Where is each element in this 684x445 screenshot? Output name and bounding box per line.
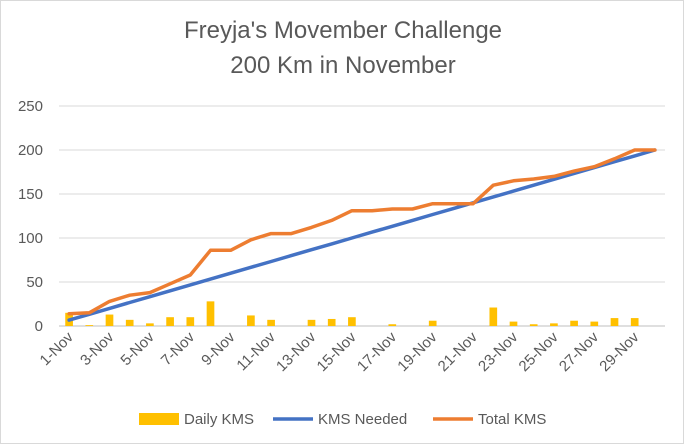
gridlines xyxy=(59,105,665,327)
legend-label-daily-kms: Daily KMS xyxy=(184,411,254,428)
chart-title: Freyja's Movember Challenge xyxy=(184,17,502,44)
y-tick-label: 200 xyxy=(18,142,43,159)
x-tick-label: 11-Nov xyxy=(233,328,279,374)
daily-kms-bar-15-Nov xyxy=(348,317,356,326)
y-tick-label: 100 xyxy=(18,230,43,247)
total-kms-line xyxy=(67,148,657,316)
x-tick-label: 27-Nov xyxy=(556,328,603,375)
x-tick-label: 29-Nov xyxy=(596,328,643,375)
daily-kms-bar-19-Nov xyxy=(428,320,437,326)
x-axis-ticks: 1-Nov 3-Nov 5-Nov 7-Nov 9-Nov11-Nov13-Nov15-… xyxy=(37,328,643,375)
daily-kms-bar-5-Nov xyxy=(146,323,154,326)
x-tick-label: 23-Nov xyxy=(475,328,522,375)
daily-kms-bar-2-Nov xyxy=(85,325,94,326)
daily-kms-bar-23-Nov xyxy=(509,321,518,326)
daily-kms-bars xyxy=(65,301,639,326)
legend-label-total-kms: Total KMS xyxy=(478,411,546,428)
kms-needed-line xyxy=(67,148,657,322)
daily-kms-bar-26-Nov xyxy=(570,320,578,326)
daily-kms-bar-17-Nov xyxy=(388,324,397,326)
daily-kms-bar-25-Nov xyxy=(550,323,558,326)
x-tick-label: 19-Nov xyxy=(394,328,441,375)
daily-kms-bar-13-Nov xyxy=(307,319,316,326)
daily-kms-bar-11-Nov xyxy=(267,319,275,326)
daily-kms-bar-10-Nov xyxy=(247,315,255,326)
daily-kms-bar-28-Nov xyxy=(610,318,619,326)
daily-kms-bar-7-Nov xyxy=(186,317,195,326)
daily-kms-bar-24-Nov xyxy=(529,324,538,326)
daily-kms-bar-6-Nov xyxy=(166,317,174,326)
daily-kms-bar-4-Nov xyxy=(125,319,134,326)
daily-kms-bar-27-Nov xyxy=(590,321,599,326)
legend-label-kms-needed: KMS Needed xyxy=(318,411,407,428)
x-tick-label: 3-Nov xyxy=(77,328,118,369)
y-tick-label: 50 xyxy=(26,274,43,291)
x-tick-label: 9-Nov xyxy=(198,328,239,369)
daily-kms-bar-14-Nov xyxy=(327,318,336,326)
daily-kms-bar-29-Nov xyxy=(630,318,639,326)
x-tick-label: 13-Nov xyxy=(273,328,320,375)
x-tick-label: 17-Nov xyxy=(354,328,401,375)
daily-kms-bar-3-Nov xyxy=(105,314,114,326)
y-tick-label: 250 xyxy=(18,98,43,115)
x-tick-label: 25-Nov xyxy=(516,328,563,375)
x-tick-label: 7-Nov xyxy=(158,328,199,369)
x-tick-label: 5-Nov xyxy=(117,328,158,369)
legend: Daily KMS KMS Needed Total KMS xyxy=(139,411,546,428)
y-tick-label: 0 xyxy=(35,318,43,335)
y-axis-ticks: 0 50 100 150 200 250 xyxy=(18,98,43,335)
series-lines xyxy=(67,148,657,322)
daily-kms-bar-8-Nov xyxy=(206,301,215,326)
legend-swatch-daily-kms xyxy=(139,413,179,425)
x-tick-label: 21-Nov xyxy=(435,328,482,375)
y-tick-label: 150 xyxy=(18,186,43,203)
x-tick-label: 15-Nov xyxy=(314,328,361,375)
chart-subtitle: 200 Km in November xyxy=(230,52,455,79)
daily-kms-bar-22-Nov xyxy=(489,307,498,326)
